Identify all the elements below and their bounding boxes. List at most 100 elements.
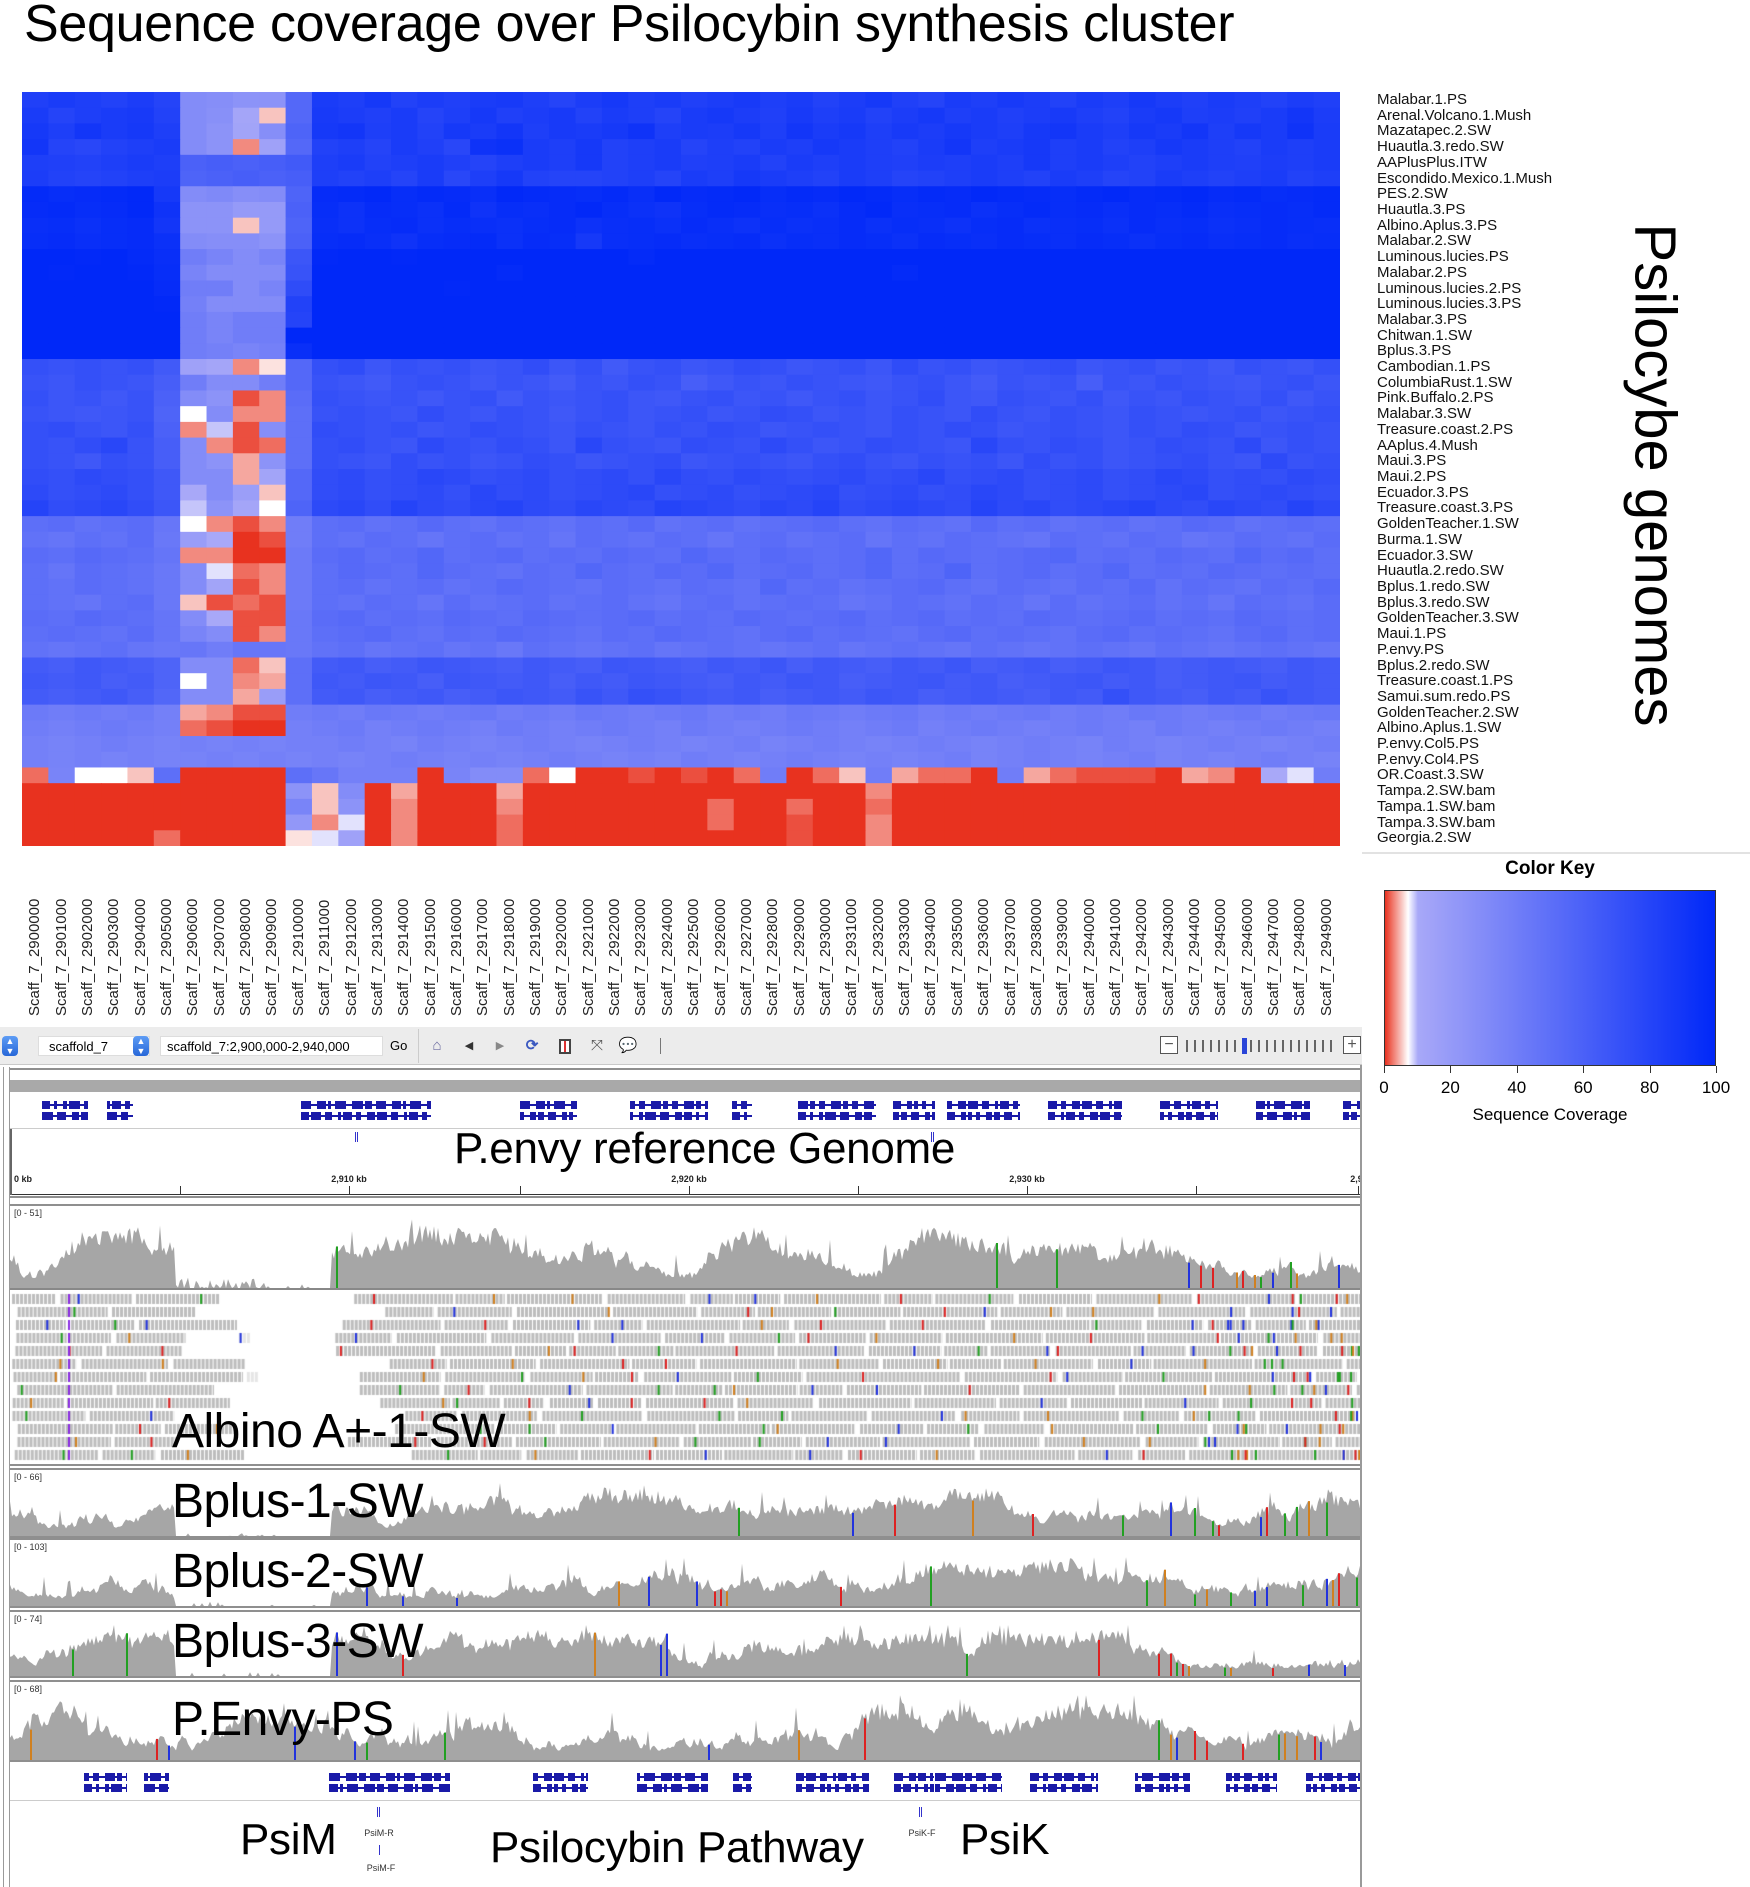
zoom-slider-tick[interactable] (1314, 1040, 1316, 1052)
feature-track[interactable]: PsiM-R PsiM-F PsiK-F PsiM Psilocybin Pat… (10, 1800, 1360, 1887)
zoom-slider-thumb[interactable] (1242, 1038, 1247, 1054)
gene-feature[interactable] (733, 1773, 752, 1781)
zoom-slider-tick[interactable] (1330, 1040, 1332, 1052)
zoom-out-icon[interactable]: − (1160, 1036, 1178, 1054)
gene-feature[interactable] (84, 1773, 127, 1781)
locus-input[interactable]: scaffold_7:2,900,000-2,940,000 (160, 1036, 383, 1056)
gene-feature[interactable] (144, 1784, 169, 1792)
gene-feature[interactable] (1160, 1112, 1218, 1120)
track-bplus-2[interactable]: [0 - 103] Bplus-2-SW (10, 1538, 1360, 1608)
zoom-slider-tick[interactable] (1226, 1040, 1228, 1052)
gene-feature[interactable] (1256, 1101, 1310, 1109)
gene-feature[interactable] (533, 1773, 588, 1781)
gene-feature[interactable] (329, 1773, 450, 1781)
heatmap-cell (443, 311, 471, 329)
zoom-slider[interactable] (1186, 1027, 1336, 1065)
gene-feature[interactable] (947, 1112, 1020, 1120)
gene-feature[interactable] (1306, 1784, 1360, 1792)
gene-feature[interactable] (1256, 1112, 1310, 1120)
zoom-slider-tick[interactable] (1202, 1040, 1204, 1052)
forward-icon[interactable]: ▶ (495, 1040, 505, 1052)
gene-feature[interactable] (732, 1112, 752, 1120)
gene-feature[interactable] (1343, 1101, 1360, 1109)
zoom-slider-tick[interactable] (1306, 1040, 1308, 1052)
track-albino[interactable]: [0 - 51] Albino A+-1-SW (10, 1204, 1360, 1466)
gene-feature[interactable] (893, 1101, 935, 1109)
gene-feature[interactable] (520, 1112, 577, 1120)
gene-feature[interactable] (1226, 1784, 1277, 1792)
gene-feature[interactable] (1226, 1773, 1277, 1781)
gene-feature[interactable] (1048, 1112, 1122, 1120)
zoom-slider-tick[interactable] (1250, 1040, 1252, 1052)
popup-text-icon[interactable]: 💬 (618, 1037, 638, 1054)
gene-feature[interactable] (1306, 1773, 1360, 1781)
gene-feature[interactable] (796, 1784, 869, 1792)
zoom-slider-tick[interactable] (1186, 1040, 1188, 1052)
gene-feature[interactable] (1160, 1101, 1218, 1109)
genome-chooser-stepper[interactable]: ▲ ▼ (2, 1036, 18, 1056)
gene-feature[interactable] (733, 1784, 752, 1792)
heatmap-cell (944, 657, 972, 674)
alignment-reads[interactable] (10, 1292, 1360, 1464)
gene-feature[interactable] (893, 1112, 935, 1120)
gene-feature[interactable] (533, 1784, 588, 1792)
gene-annotation-track[interactable] (10, 1094, 1360, 1128)
gene-feature[interactable] (1135, 1784, 1190, 1792)
zoom-slider-tick[interactable] (1274, 1040, 1276, 1052)
gene-feature[interactable] (520, 1101, 577, 1109)
gene-feature[interactable] (637, 1784, 708, 1792)
gene-feature[interactable] (42, 1112, 88, 1120)
track-bplus-1[interactable]: [0 - 66] Bplus-1-SW (10, 1468, 1360, 1538)
gene-feature[interactable] (1135, 1773, 1190, 1781)
gene-feature[interactable] (935, 1784, 1002, 1792)
gene-feature[interactable] (894, 1773, 934, 1781)
gene-feature[interactable] (630, 1101, 708, 1109)
chromosome-stepper[interactable]: ▲ ▼ (133, 1036, 149, 1056)
chromosome-dropdown[interactable]: scaffold_7 (38, 1036, 150, 1056)
gene-feature[interactable] (301, 1101, 431, 1109)
gene-feature[interactable] (798, 1112, 876, 1120)
gene-feature[interactable] (84, 1784, 127, 1792)
zoom-in-icon[interactable]: + (1343, 1036, 1361, 1054)
zoom-slider-tick[interactable] (1282, 1040, 1284, 1052)
back-icon[interactable]: ◀ (464, 1040, 474, 1052)
gene-feature[interactable] (1048, 1101, 1122, 1109)
track-bplus-3[interactable]: [0 - 74] Bplus-3-SW (10, 1610, 1360, 1678)
zoom-slider-tick[interactable] (1258, 1040, 1260, 1052)
zoom-slider-tick[interactable] (1210, 1040, 1212, 1052)
gene-feature[interactable] (1030, 1773, 1098, 1781)
home-icon[interactable]: ⌂ (432, 1037, 442, 1054)
gene-feature[interactable] (301, 1112, 431, 1120)
gene-feature[interactable] (894, 1784, 934, 1792)
gene-feature[interactable] (630, 1112, 708, 1120)
zoom-slider-tick[interactable] (1298, 1040, 1300, 1052)
resize-to-window-icon[interactable]: ⤧ (590, 1037, 603, 1054)
track-p-envy[interactable]: [0 - 68] P.Envy-PS (10, 1680, 1360, 1762)
zoom-slider-tick[interactable] (1290, 1040, 1292, 1052)
gene-feature[interactable] (1343, 1112, 1360, 1120)
region-of-interest-icon[interactable] (555, 1036, 575, 1056)
go-button[interactable]: Go (390, 1038, 408, 1053)
gene-feature[interactable] (798, 1101, 876, 1109)
gene-feature[interactable] (732, 1101, 752, 1109)
zoom-slider-tick[interactable] (1234, 1040, 1236, 1052)
gene-feature[interactable] (107, 1112, 133, 1120)
gene-feature[interactable] (329, 1784, 450, 1792)
heatmap-cell (153, 374, 181, 392)
zoom-slider-tick[interactable] (1194, 1040, 1196, 1052)
zoom-slider-tick[interactable] (1266, 1040, 1268, 1052)
gene-feature[interactable] (144, 1773, 169, 1781)
zoom-slider-tick[interactable] (1322, 1040, 1324, 1052)
gene-feature[interactable] (947, 1101, 1020, 1109)
heatmap-cell (22, 484, 49, 502)
gene-annotation-track[interactable] (10, 1766, 1360, 1800)
gene-feature[interactable] (107, 1101, 133, 1109)
gene-feature[interactable] (42, 1101, 88, 1109)
gene-feature[interactable] (796, 1773, 869, 1781)
zoom-slider-tick[interactable] (1218, 1040, 1220, 1052)
heatmap-cell (364, 720, 392, 737)
gene-feature[interactable] (935, 1773, 1002, 1781)
refresh-icon[interactable]: ⟳ (525, 1037, 539, 1054)
gene-feature[interactable] (1030, 1784, 1098, 1792)
gene-feature[interactable] (637, 1773, 708, 1781)
